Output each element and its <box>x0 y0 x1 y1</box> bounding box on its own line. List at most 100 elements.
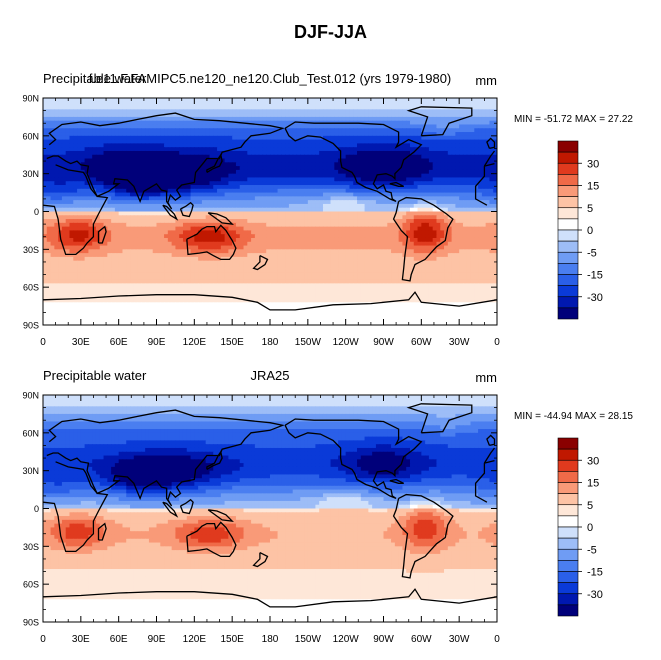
field-cell <box>84 215 89 220</box>
field-cell <box>436 147 441 152</box>
field-cell <box>413 234 419 239</box>
field-cell <box>281 128 286 133</box>
field-cell <box>103 105 108 110</box>
field-cell <box>266 135 271 141</box>
field-cell <box>459 154 464 160</box>
field-cell <box>372 192 377 197</box>
field-cell <box>126 222 131 228</box>
field-cell <box>315 158 320 163</box>
field-cell <box>167 109 173 114</box>
field-cell <box>175 215 180 220</box>
field-cell <box>80 105 86 110</box>
field-cell <box>145 132 150 137</box>
field-cell <box>160 173 165 179</box>
field-cell <box>360 234 366 239</box>
field-cell <box>353 132 358 137</box>
field-cell <box>73 234 78 239</box>
field-cell <box>235 101 241 107</box>
field-cell <box>182 158 188 163</box>
field-cell <box>466 241 472 247</box>
field-cell <box>179 101 184 107</box>
field-cell <box>417 226 422 232</box>
field-cell <box>186 120 192 126</box>
field-cell <box>353 109 358 114</box>
field-cell <box>254 132 260 137</box>
field-cell <box>107 196 112 201</box>
field-cell <box>372 181 377 186</box>
field-cell <box>198 211 203 216</box>
field-cell <box>489 169 494 175</box>
field-cell <box>394 116 400 122</box>
field-cell <box>470 105 475 110</box>
field-cell <box>198 181 203 186</box>
field-cell <box>474 147 479 152</box>
field-cell <box>61 185 67 190</box>
field-cell <box>156 158 161 163</box>
field-cell <box>341 169 347 175</box>
field-cell <box>186 237 192 243</box>
field-cell <box>201 162 207 167</box>
field-cell <box>304 237 309 243</box>
field-cell <box>103 166 108 171</box>
field-cell <box>364 109 369 114</box>
field-cell <box>383 166 388 171</box>
field-cell <box>145 215 150 220</box>
field-cell <box>243 241 248 247</box>
field-cell <box>141 237 146 243</box>
field-cell <box>270 139 275 144</box>
field-cell <box>77 234 82 239</box>
field-cell <box>478 150 483 156</box>
field-cell <box>322 128 328 133</box>
field-cell <box>364 245 369 250</box>
field-cell <box>315 116 320 122</box>
field-cell <box>182 230 188 235</box>
field-cell <box>425 226 430 232</box>
field-cell <box>379 196 385 201</box>
field-cell <box>425 196 430 201</box>
field-cell <box>428 249 434 254</box>
field-cell <box>228 109 233 114</box>
field-cell <box>383 249 388 254</box>
field-cell <box>273 203 279 209</box>
field-cell <box>137 211 142 216</box>
field-cell <box>304 245 309 250</box>
field-cell <box>103 128 108 133</box>
field-cell <box>394 249 400 254</box>
field-cell <box>61 147 67 152</box>
field-cell <box>391 203 396 209</box>
field-cell <box>409 203 415 209</box>
field-cell <box>228 211 233 216</box>
field-cell <box>92 211 97 216</box>
field-cell <box>122 185 127 190</box>
field-cell <box>364 101 369 107</box>
field-cell <box>220 132 226 137</box>
field-cell <box>148 173 154 179</box>
field-cell <box>451 166 456 171</box>
field-cell <box>141 135 146 141</box>
field-cell <box>205 120 211 126</box>
field-cell <box>198 226 203 232</box>
field-cell <box>432 192 438 197</box>
field-cell <box>478 188 483 194</box>
field-cell <box>394 177 400 182</box>
field-cell <box>213 139 218 144</box>
field-cell <box>466 162 472 167</box>
field-cell <box>251 132 256 137</box>
field-cell <box>478 139 483 144</box>
field-cell <box>341 181 347 186</box>
field-cell <box>334 219 339 224</box>
field-cell <box>341 132 347 137</box>
field-cell <box>190 215 195 220</box>
field-cell <box>251 249 256 254</box>
field-cell <box>436 207 441 213</box>
field-cell <box>224 185 229 190</box>
field-cell <box>466 139 472 144</box>
field-cell <box>69 234 74 239</box>
field-cell <box>54 98 59 103</box>
field-cell <box>201 158 207 163</box>
field-cell <box>247 226 252 232</box>
field-cell <box>285 139 290 144</box>
field-cell <box>330 219 335 224</box>
field-cell <box>61 98 67 103</box>
field-cell <box>493 105 497 110</box>
